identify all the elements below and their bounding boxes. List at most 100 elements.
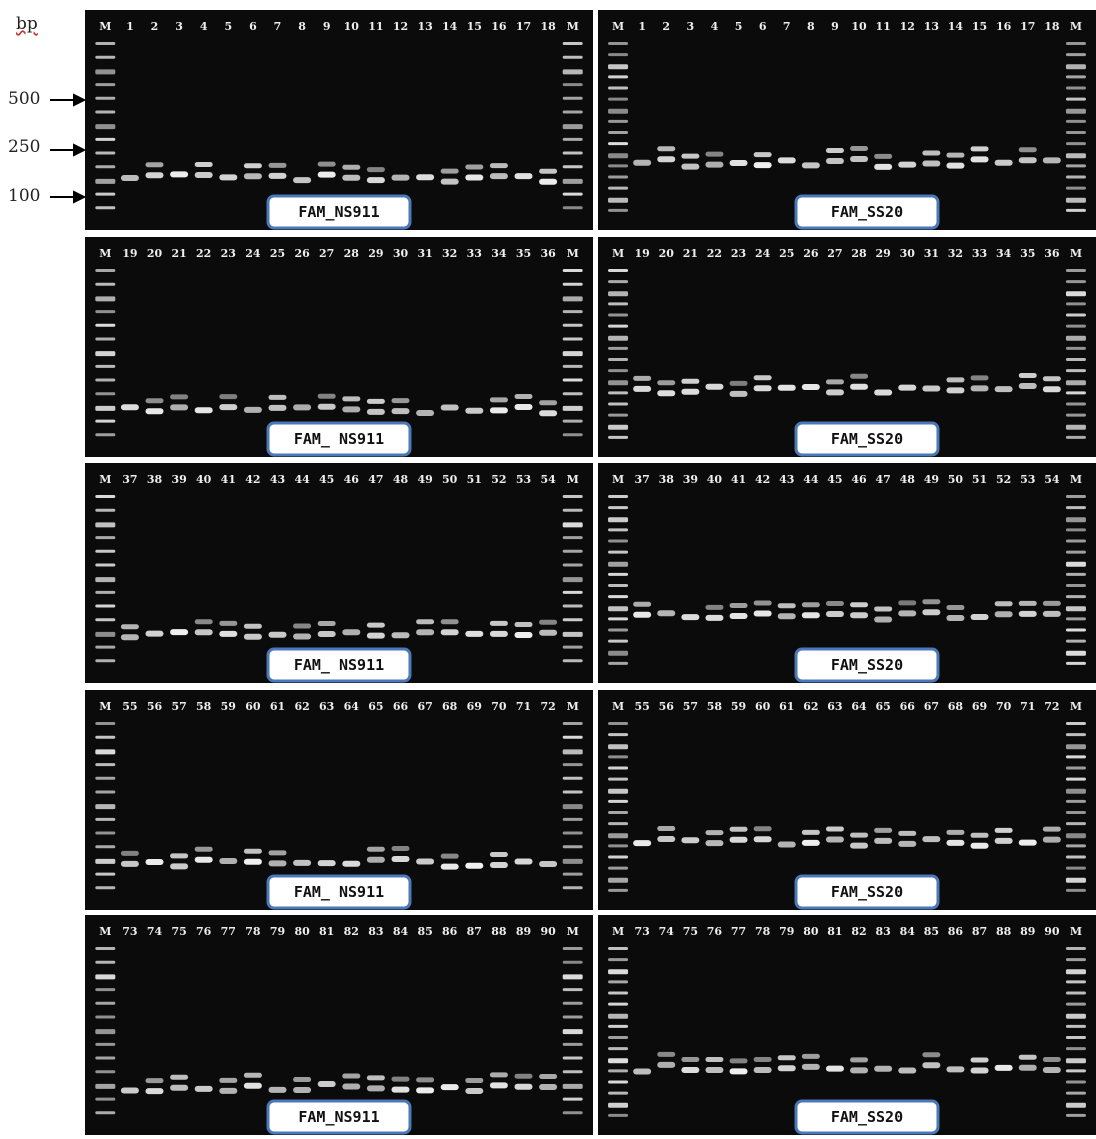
band — [1042, 376, 1061, 382]
band — [145, 859, 164, 866]
ladder-band — [1065, 280, 1086, 284]
ladder-band — [562, 749, 583, 755]
band — [489, 163, 508, 169]
band — [391, 856, 410, 863]
gel-image: M 73 74 75 76 77 78 79 80 81 82 83 84 85 86 87 88 89 90 M FA… — [95, 925, 583, 1135]
panel-label: FAM_ NS911 — [294, 883, 384, 901]
lane-label: 49 — [417, 473, 432, 486]
lane-label: M — [567, 925, 579, 938]
band — [705, 383, 724, 390]
ladder-band — [95, 1029, 116, 1035]
ladder-band — [608, 722, 629, 725]
lane-label: 30 — [900, 247, 916, 260]
ladder-band — [95, 433, 116, 437]
band — [366, 398, 385, 404]
band — [194, 856, 213, 863]
band — [342, 406, 361, 413]
band — [850, 832, 869, 838]
ladder-band — [562, 536, 583, 540]
ladder-band — [1065, 291, 1086, 297]
gel-image: M 37 38 39 40 41 42 43 44 45 46 47 48 49 50 51 52 53 54 M FA… — [95, 473, 583, 683]
band — [539, 410, 558, 417]
ladder-band — [562, 1070, 583, 1074]
lane-label: 20 — [659, 247, 675, 260]
lane-label: 42 — [755, 473, 770, 486]
lane-label: 10 — [344, 20, 360, 33]
band — [391, 408, 410, 415]
band — [898, 840, 917, 847]
ladder-band — [95, 1056, 116, 1060]
ladder-band — [1065, 75, 1086, 79]
ladder-band — [608, 1102, 629, 1108]
ladder-band — [95, 323, 116, 327]
ladder-band — [562, 110, 583, 114]
lane-label: 11 — [368, 20, 383, 33]
ladder-band — [95, 1070, 116, 1074]
lane-label: 73 — [634, 925, 649, 938]
lane-label: 33 — [972, 247, 987, 260]
ladder-band — [95, 749, 116, 755]
band — [946, 829, 965, 835]
band — [120, 624, 139, 630]
band — [994, 1064, 1013, 1071]
ladder-band — [1065, 302, 1086, 306]
band — [850, 146, 869, 152]
ladder-band — [608, 435, 629, 439]
lane-label: 89 — [1020, 925, 1035, 938]
lane-label: 21 — [683, 247, 698, 260]
lane-label: M — [1070, 20, 1082, 33]
lane-label: 47 — [875, 473, 890, 486]
lane-label: 17 — [516, 20, 531, 33]
ladder-band — [1065, 539, 1086, 543]
lane-label: 65 — [875, 700, 890, 713]
band — [994, 601, 1013, 607]
band — [801, 602, 820, 608]
lane-label: M — [612, 473, 624, 486]
ladder-band — [562, 563, 583, 567]
band — [777, 157, 796, 164]
band — [970, 1057, 989, 1063]
band — [243, 623, 262, 629]
lane-label: 46 — [344, 473, 360, 486]
lane-label: M — [99, 925, 111, 938]
band — [194, 161, 213, 167]
band — [681, 837, 700, 844]
band — [268, 631, 287, 638]
band — [801, 162, 820, 169]
lane-label: 85 — [417, 925, 432, 938]
band — [170, 629, 189, 636]
band — [825, 379, 844, 385]
band — [1018, 1064, 1037, 1071]
band — [633, 840, 652, 847]
label-box — [266, 421, 412, 457]
lane-label: 71 — [516, 700, 531, 713]
ladder-band — [1065, 119, 1086, 123]
lane-label: 64 — [851, 700, 867, 713]
ladder-band — [95, 659, 116, 663]
ladder-band — [1065, 517, 1086, 523]
lane-label: 56 — [659, 700, 675, 713]
band — [825, 1065, 844, 1072]
lane-label: 9 — [323, 20, 331, 33]
band — [120, 850, 139, 856]
lane-label: 28 — [344, 247, 360, 260]
lane-label: 87 — [972, 925, 987, 938]
lane-label: M — [99, 247, 111, 260]
band — [366, 856, 385, 863]
gel-image: M 55 56 57 58 59 60 61 62 63 64 65 66 67 68 69 70 71 72 M FA… — [95, 700, 583, 910]
lane-label: 58 — [707, 700, 723, 713]
band — [970, 1067, 989, 1074]
lane-label: 17 — [1020, 20, 1035, 33]
band — [145, 398, 164, 404]
ladder-band — [1065, 755, 1086, 759]
ladder-band — [95, 405, 116, 411]
ladder-band — [1065, 528, 1086, 532]
lane-label: 54 — [540, 473, 556, 486]
band — [268, 162, 287, 168]
band — [970, 842, 989, 849]
band — [489, 173, 508, 180]
lane-label: 62 — [294, 700, 309, 713]
lane-label: M — [1070, 473, 1082, 486]
band — [514, 858, 533, 865]
